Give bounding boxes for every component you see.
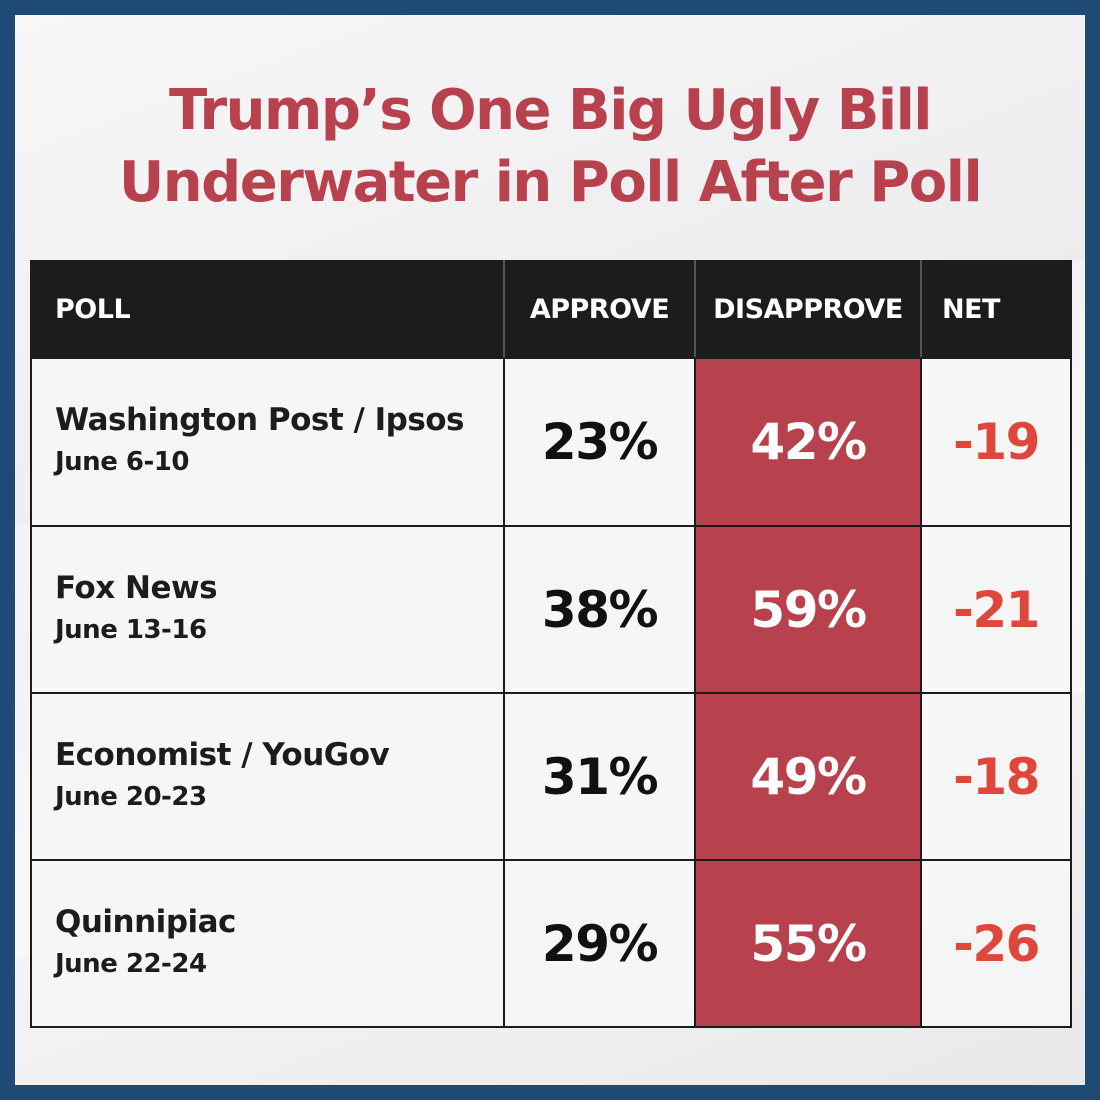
poll-table: POLL APPROVE DISAPPROVE NET Washington P… [30, 260, 1072, 1028]
approve-value: 31% [503, 692, 696, 861]
table-row: Fox News June 13-16 38% 59% -21 [30, 525, 1072, 694]
disapprove-value: 42% [694, 357, 922, 527]
table-row: Washington Post / Ipsos June 6-10 23% 42… [30, 357, 1072, 527]
net-value: -26 [920, 859, 1072, 1028]
column-header-disapprove: DISAPPROVE [694, 260, 922, 359]
disapprove-value: 59% [694, 525, 922, 694]
poll-cell: Washington Post / Ipsos June 6-10 [30, 357, 505, 527]
approve-value: 23% [503, 357, 696, 527]
table-header-row: POLL APPROVE DISAPPROVE NET [30, 260, 1072, 359]
approve-value: 29% [503, 859, 696, 1028]
poll-dates: June 13-16 [55, 614, 207, 645]
net-value: -18 [920, 692, 1072, 861]
poll-name: Fox News [55, 569, 218, 606]
disapprove-value: 55% [694, 859, 922, 1028]
poll-cell: Quinnipiac June 22-24 [30, 859, 505, 1028]
disapprove-value: 49% [694, 692, 922, 861]
poll-name: Quinnipiac [55, 903, 236, 940]
column-header-approve: APPROVE [503, 260, 696, 359]
poll-cell: Economist / YouGov June 20-23 [30, 692, 505, 861]
table-row: Quinnipiac June 22-24 29% 55% -26 [30, 859, 1072, 1028]
poll-graphic: Trump’s One Big Ugly Bill Underwater in … [15, 15, 1085, 1085]
title-line-2: Underwater in Poll After Poll [118, 150, 983, 215]
poll-dates: June 22-24 [55, 948, 207, 979]
approve-value: 38% [503, 525, 696, 694]
poll-name: Economist / YouGov [55, 736, 390, 773]
poll-name: Washington Post / Ipsos [55, 402, 465, 438]
table-row: Economist / YouGov June 20-23 31% 49% -1… [30, 692, 1072, 861]
page-title: Trump’s One Big Ugly Bill Underwater in … [15, 75, 1085, 219]
column-header-poll: POLL [30, 260, 505, 359]
poll-dates: June 6-10 [55, 447, 189, 477]
poll-cell: Fox News June 13-16 [30, 525, 505, 694]
poll-dates: June 20-23 [55, 781, 207, 812]
column-header-net: NET [920, 260, 1072, 359]
title-line-1: Trump’s One Big Ugly Bill [168, 78, 933, 143]
net-value: -19 [920, 357, 1072, 527]
net-value: -21 [920, 525, 1072, 694]
